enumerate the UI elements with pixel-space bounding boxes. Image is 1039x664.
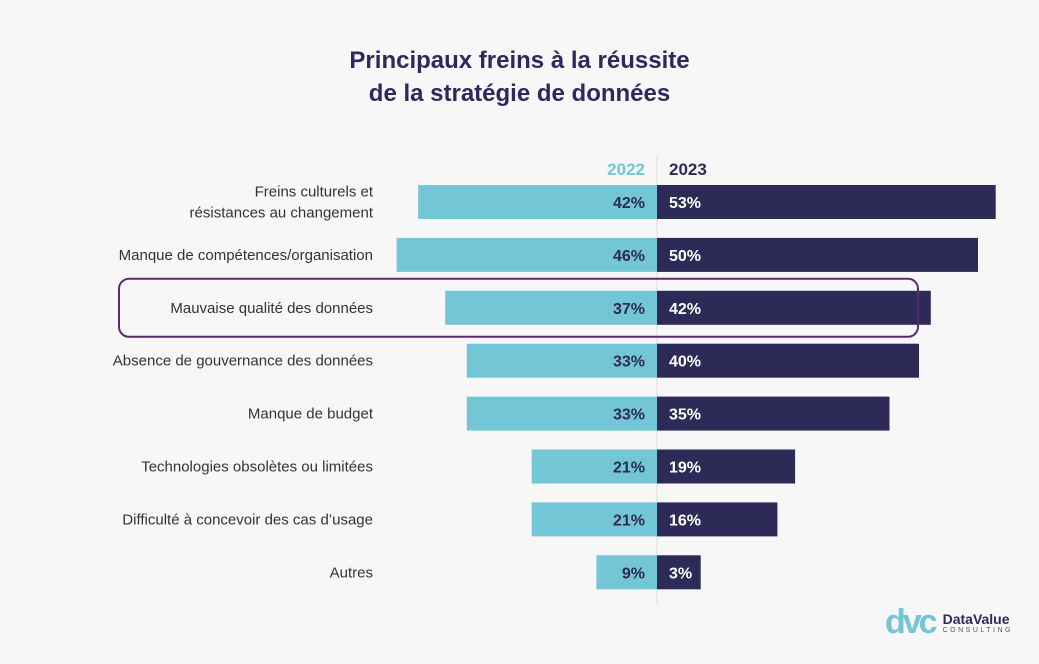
bar-2023 <box>657 555 701 590</box>
data-label-2023: 35% <box>669 407 701 424</box>
chart-title: Principaux freins à la réussite de la st… <box>0 44 1039 110</box>
data-label-2022: 21% <box>613 512 645 529</box>
bar-2022 <box>396 237 657 272</box>
data-label-2023: 40% <box>669 354 701 371</box>
data-label-2022: 9% <box>622 565 645 582</box>
category-label: Absence de gouvernance des données <box>113 353 373 370</box>
legend-2022: 2022 <box>607 160 645 179</box>
bar-2023 <box>657 343 919 378</box>
data-label-2022: 42% <box>613 195 645 212</box>
category-label: Freins culturels et <box>255 184 374 201</box>
legend-2023: 2023 <box>669 160 707 179</box>
category-label: Autres <box>330 564 373 581</box>
data-label-2022: 33% <box>613 407 645 424</box>
title-line-1: Principaux freins à la réussite <box>349 47 690 74</box>
datavalue-logo: dvc DataValue CONSULTING <box>885 603 1013 642</box>
bar-2023 <box>657 290 931 325</box>
data-label-2022: 21% <box>613 460 645 477</box>
data-label-2022: 33% <box>613 354 645 371</box>
category-label: Manque de budget <box>248 406 374 423</box>
logo-mark: dvc <box>885 603 938 641</box>
data-label-2023: 53% <box>669 195 701 212</box>
category-label: Technologies obsolètes ou limitées <box>141 459 373 476</box>
category-label: Mauvaise qualité des données <box>170 300 373 317</box>
data-label-2023: 16% <box>669 512 701 529</box>
bar-2023 <box>657 396 890 431</box>
data-label-2023: 50% <box>669 248 701 265</box>
category-label: Difficulté à concevoir des cas d’usage <box>122 511 373 528</box>
bar-2023 <box>657 449 796 484</box>
data-label-2023: 3% <box>669 565 692 582</box>
bar-2022 <box>445 290 657 325</box>
logo-sub: CONSULTING <box>942 627 1013 634</box>
data-label-2022: 37% <box>613 301 645 318</box>
logo-name: DataValue <box>942 611 1010 627</box>
category-label: résistances au changement <box>190 205 374 222</box>
bar-2022 <box>466 396 657 431</box>
data-label-2023: 42% <box>669 301 701 318</box>
bar-2022 <box>418 185 657 219</box>
highlight-box <box>118 277 919 338</box>
title-line-2: de la stratégie de données <box>368 80 671 107</box>
category-label: Manque de compétences/organisation <box>119 247 373 264</box>
bar-2022 <box>466 343 657 378</box>
data-label-2023: 19% <box>669 460 701 477</box>
data-label-2022: 46% <box>613 248 645 265</box>
bar-2022 <box>596 555 657 590</box>
bar-2022 <box>531 449 657 484</box>
bar-2022 <box>531 502 657 537</box>
bar-2023 <box>657 502 778 537</box>
bar-2023 <box>657 237 978 272</box>
bar-2023 <box>657 185 996 219</box>
